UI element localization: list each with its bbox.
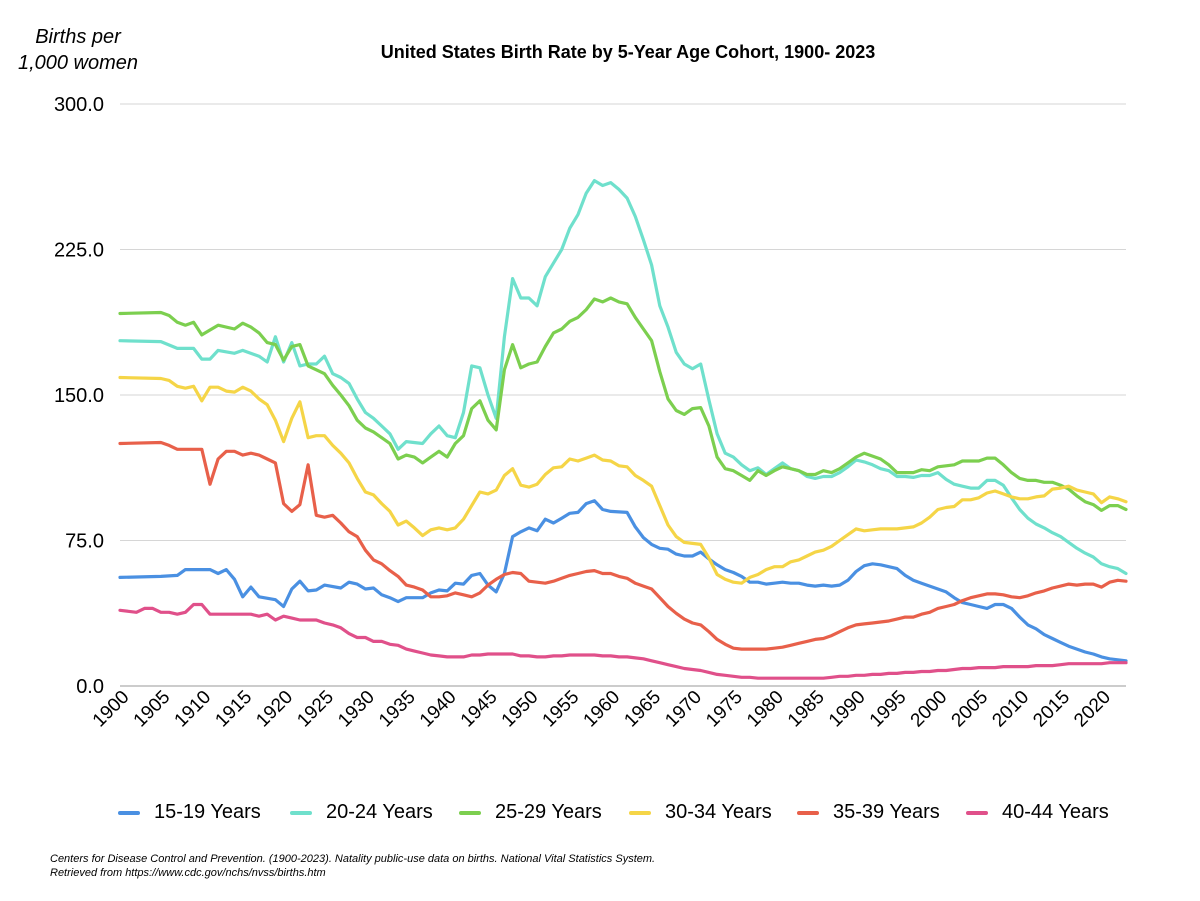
source-citation: Centers for Disease Control and Preventi… [50,852,655,880]
x-tick-label: 2010 [988,687,1033,732]
series-line-25-29-years [118,296,1128,512]
line-chart: 0.0 75.0 150.0 225.0 300.0 19001905191019151… [54,94,1128,732]
y-axis-label-line-1: Births per [35,26,121,48]
x-tick-label: 1970 [661,687,706,732]
x-tick-label: 1955 [539,687,584,732]
series-line-40-44-years [118,602,1128,680]
y-tick-label: 0.0 [76,676,104,698]
y-axis-label: Births per 1,000 women [8,24,148,76]
legend-swatch [797,810,819,815]
legend-item: 30-34 Years [629,801,772,824]
y-tick-label: 150.0 [54,385,104,407]
source-line-1: Centers for Disease Control and Preventi… [50,853,656,865]
x-tick-label: 2000 [907,687,952,732]
x-tick-label: 1920 [252,687,297,732]
x-tick-label: 1945 [457,687,502,732]
legend-swatch [629,810,651,815]
legend-swatch [290,810,312,815]
x-tick-label: 1915 [211,687,256,732]
legend-item: 35-39 Years [797,801,940,824]
x-tick-labels: 1900190519101915192019251930193519401945… [89,687,1115,732]
x-tick-label: 1995 [866,687,911,732]
x-tick-label: 2020 [1070,687,1115,732]
series-line-20-24-years [118,179,1128,576]
legend-swatch [118,810,140,815]
y-tick-label: 225.0 [54,240,104,262]
x-tick-label: 1975 [702,687,747,732]
x-tick-label: 1980 [743,687,788,732]
chart-title: United States Birth Rate by 5-Year Age C… [380,42,876,62]
y-tick-label: 75.0 [65,531,104,553]
legend-label: 25-29 Years [495,801,602,823]
legend-item: 25-29 Years [459,801,602,824]
series-line-15-19-years [118,499,1128,663]
y-tick-labels: 0.0 75.0 150.0 225.0 300.0 [54,94,104,698]
grid-lines [120,103,1126,687]
legend-item: 40-44 Years [966,801,1109,824]
legend-label: 20-24 Years [326,801,433,823]
x-tick-label: 1960 [580,687,625,732]
series-line-30-34-years [118,375,1128,585]
x-tick-label: 1935 [375,687,420,732]
series-line-35-39-years [118,440,1128,651]
x-tick-label: 1905 [130,687,175,732]
legend-label: 30-34 Years [665,801,772,823]
x-tick-label: 1940 [416,687,461,732]
x-tick-label: 1965 [620,687,665,732]
x-tick-label: 2005 [948,687,993,732]
legend-item: 20-24 Years [290,801,433,824]
legend-item: 15-19 Years [118,801,261,824]
y-axis-label-line-2: 1,000 women [17,52,139,74]
x-tick-label: 1990 [825,687,870,732]
source-line-2: Retrieved from https://www.cdc.gov/nchs/… [50,867,326,879]
series-lines [118,179,1128,680]
x-tick-label: 2015 [1029,687,1074,732]
y-tick-label: 300.0 [54,94,104,116]
legend-label: 40-44 Years [1002,801,1109,823]
x-tick-label: 1910 [171,687,216,732]
legend-label: 35-39 Years [833,801,940,823]
legend-label: 15-19 Years [154,801,261,823]
x-tick-label: 1985 [784,687,829,732]
x-tick-label: 1930 [334,687,379,732]
legend-swatch [966,810,988,815]
x-tick-label: 1925 [293,687,338,732]
legend-swatch [459,810,481,815]
x-tick-label: 1950 [498,687,543,732]
legend: 15-19 Years 20-24 Years 25-29 Years 30-34 Y… [0,801,1200,831]
